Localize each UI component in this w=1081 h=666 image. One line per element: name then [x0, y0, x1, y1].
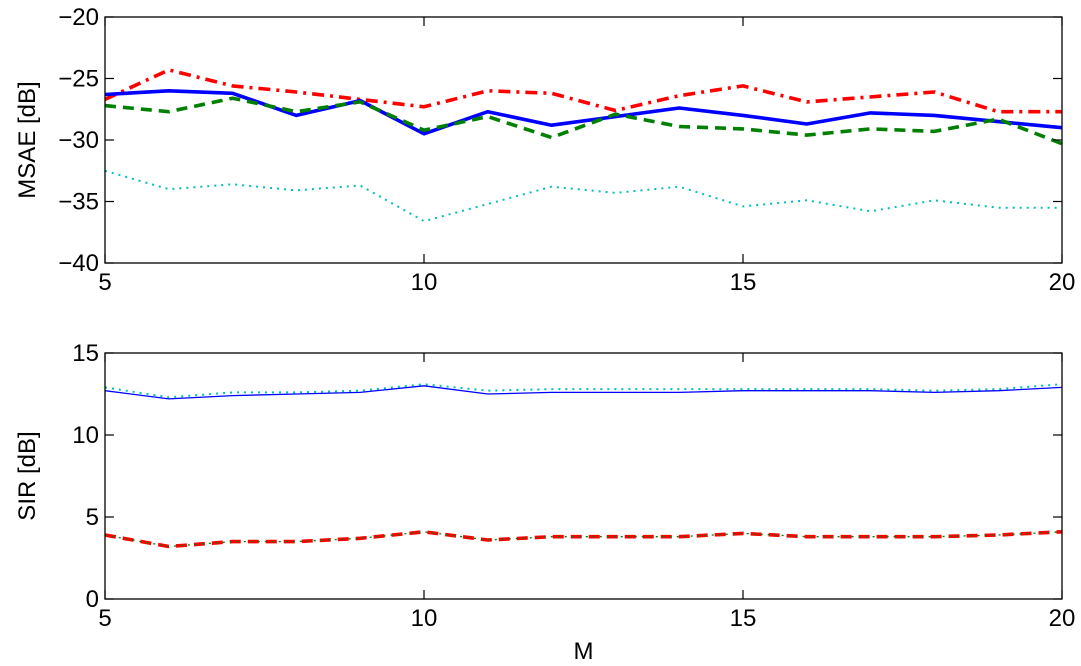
sir-y-tick-label: 10 [72, 422, 99, 449]
sir-x-tick-label: 10 [411, 605, 438, 632]
sir-series-1-line [104, 385, 1063, 400]
msae-x-tick-label: 20 [1049, 269, 1076, 296]
msae-y-axis-label: MSAE [dB] [14, 81, 41, 198]
sir-y-tick-label: 15 [72, 340, 99, 367]
sir-y-tick-label: 5 [86, 504, 99, 531]
msae-y-tick-label: −30 [58, 127, 99, 154]
sir-plot-frame [104, 352, 1063, 600]
msae-y-tick-label: −35 [58, 189, 99, 216]
msae-plot-frame [104, 16, 1063, 264]
msae-x-tick-label: 10 [411, 269, 438, 296]
msae-series-0-line [104, 68, 1062, 114]
sir-y-tick-label: 0 [86, 586, 99, 613]
sir-y-axis-label: SIR [dB] [14, 431, 41, 520]
msae-series-3-line [104, 169, 1062, 223]
sir-x-tick-label: 15 [730, 605, 757, 632]
msae-x-tick-label: 15 [730, 269, 757, 296]
msae-series-1-line [104, 89, 1063, 136]
sir-series-2-line [104, 529, 1063, 549]
sir-x-tick-label: 5 [98, 605, 111, 632]
msae-series-2-line [104, 96, 1063, 146]
msae-panel: 5 10 15 20 −40 −35 −30 −25 −20 MSAE [dB] [14, 4, 1075, 296]
sir-series-0-line [104, 383, 1063, 399]
msae-y-tick-label: −40 [58, 250, 99, 277]
msae-y-tick-label: −20 [58, 4, 99, 31]
sir-series-3-line [104, 531, 1063, 548]
sir-x-tick-label: 20 [1049, 605, 1076, 632]
msae-y-tick-label: −25 [58, 66, 99, 93]
msae-x-tick-label: 5 [98, 269, 111, 296]
sir-x-axis-label: M [574, 638, 594, 665]
